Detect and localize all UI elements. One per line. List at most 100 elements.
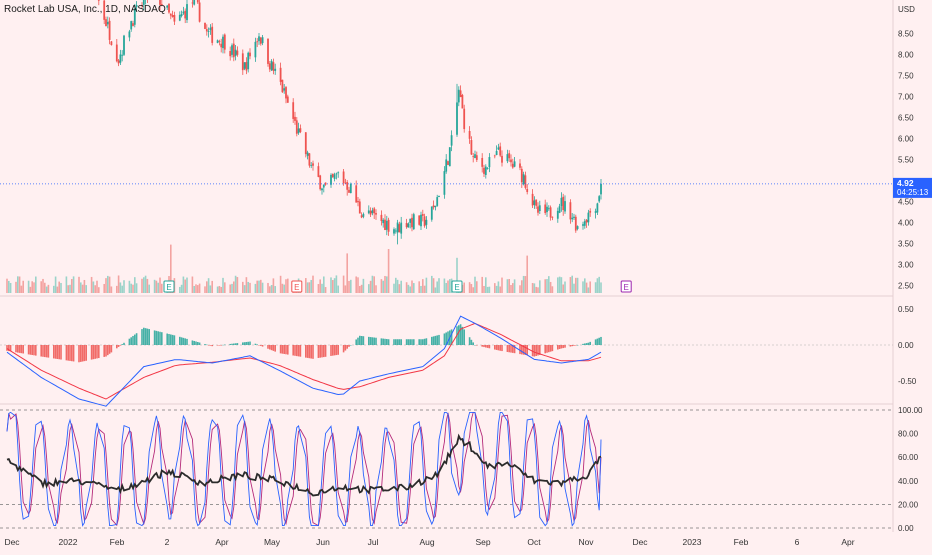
volume-bar [576,277,579,293]
volume-bar [481,276,483,293]
candle-body [342,171,345,184]
candle-body [508,153,511,159]
macd-histogram-bar [184,338,186,345]
macd-histogram-bar [308,345,311,359]
volume-bar [468,282,471,293]
candle-body [135,5,138,8]
candle-body [387,219,390,232]
candle-body [483,167,485,174]
macd-histogram-bar [148,329,150,345]
macd-histogram-bar [495,345,498,350]
macd-histogram-bar [395,339,397,345]
candle-body [358,201,361,214]
price-axis-tick: 8.00 [898,50,914,59]
macd-histogram-bar [468,337,471,345]
volume-bar [58,281,60,293]
volume-bar [195,284,197,293]
volume-bar [598,276,600,293]
macd-signal-line [6,322,602,400]
volume-bar [386,276,388,293]
volume-bar [373,276,375,293]
macd-histogram-bar [431,336,433,345]
macd-histogram-bar [582,343,584,345]
macd-histogram-bar [486,345,489,348]
candle-body [434,205,437,208]
volume-bar [463,282,465,293]
candle-body [576,226,579,229]
macd-histogram-bar [285,345,287,355]
volume-bar [146,278,149,293]
volume-bar [159,277,161,293]
volume-bar [395,277,397,293]
price-axis-tick: 3.00 [898,261,914,270]
candle-body [256,41,259,43]
macd-histogram-bar [141,329,143,345]
time-axis-label: Jul [368,537,379,547]
macd-histogram-bar [53,345,55,359]
volume-bar [587,287,590,293]
volume-bar [359,286,361,293]
macd-histogram-bar [472,342,474,345]
macd-histogram-bar [386,339,388,345]
candle-body [447,161,449,165]
candle-body [421,214,424,216]
volume-bar [420,285,422,293]
volume-bar [83,279,86,293]
candle-body [222,36,224,49]
volume-bar [400,280,402,293]
macd-histogram-bar [274,345,276,352]
volume-bar [107,275,109,293]
volume-bar [456,257,458,293]
macd-histogram-bar [476,345,478,346]
macd-histogram-bar [501,345,503,352]
volume-bar [585,282,588,293]
stoch-k-line [6,411,602,527]
candle-body [121,54,124,56]
macd-histogram-bar [461,326,464,345]
macd-histogram-bar [78,345,80,363]
price-axis-tick: 6.50 [898,113,914,122]
macd-histogram-bar [54,345,57,359]
volume-bar [409,286,411,293]
macd-histogram-bar [360,336,363,345]
macd-histogram-bar [342,345,345,353]
candle-body [470,140,473,155]
candle-body [362,213,365,217]
volume-bar [33,282,35,293]
candle-body [371,210,374,214]
volume-bar [362,278,365,293]
macd-histogram-bar [116,345,118,349]
volume-bar [197,285,199,293]
volume-bar [186,277,188,293]
candle-body [369,210,372,215]
volume-bar [170,244,172,293]
volume-bar [573,283,575,293]
candle-body [569,202,572,220]
macd-histogram-bar [387,339,390,345]
candle-body [204,22,206,29]
volume-bar [551,286,554,293]
macd-histogram-bar [29,345,32,355]
volume-bar [308,282,311,293]
candle-body [128,31,131,38]
macd-histogram-bar [270,345,273,351]
candle-body [283,88,286,91]
candle-body [295,120,298,134]
macd-histogram-bar [521,345,523,355]
volume-bar [483,285,485,293]
candle-body [193,0,196,5]
volume-bar [413,283,415,293]
candle-body [443,171,446,195]
time-axis-label: Dec [4,537,20,547]
volume-bar [562,284,564,293]
candle-body [510,159,512,163]
volume-bar [231,283,233,293]
macd-histogram-bar [400,339,402,345]
volume-bar [510,284,512,293]
earnings-marker-label: E [294,283,299,292]
volume-bar [521,280,523,293]
macd-histogram-bar [44,345,46,358]
macd-histogram-bar [306,345,309,358]
macd-histogram-bar [382,338,384,345]
